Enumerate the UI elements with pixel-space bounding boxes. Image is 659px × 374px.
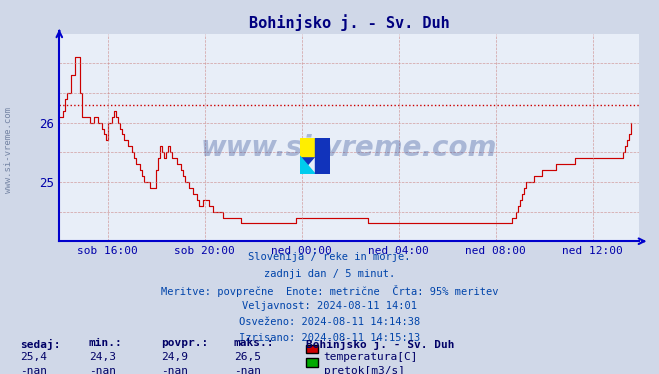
Polygon shape <box>300 156 315 174</box>
Text: 24,9: 24,9 <box>161 352 188 362</box>
Text: 25,4: 25,4 <box>20 352 47 362</box>
Text: Slovenija / reke in morje.: Slovenija / reke in morje. <box>248 252 411 263</box>
Text: -nan: -nan <box>20 366 47 374</box>
Text: Izrisano: 2024-08-11 14:15:13: Izrisano: 2024-08-11 14:15:13 <box>239 333 420 343</box>
Text: 24,3: 24,3 <box>89 352 116 362</box>
Bar <box>315 138 330 174</box>
Text: maks.:: maks.: <box>234 338 274 349</box>
Bar <box>300 138 315 156</box>
Text: 26,5: 26,5 <box>234 352 261 362</box>
Text: pretok[m3/s]: pretok[m3/s] <box>324 366 405 374</box>
Text: zadnji dan / 5 minut.: zadnji dan / 5 minut. <box>264 269 395 279</box>
Text: Meritve: povprečne  Enote: metrične  Črta: 95% meritev: Meritve: povprečne Enote: metrične Črta:… <box>161 285 498 297</box>
Text: -nan: -nan <box>161 366 188 374</box>
Text: -nan: -nan <box>234 366 261 374</box>
Text: sedaj:: sedaj: <box>20 338 60 349</box>
Text: www.si-vreme.com: www.si-vreme.com <box>4 107 13 193</box>
Text: Veljavnost: 2024-08-11 14:01: Veljavnost: 2024-08-11 14:01 <box>242 301 417 311</box>
Text: temperatura[C]: temperatura[C] <box>324 352 418 362</box>
Text: -nan: -nan <box>89 366 116 374</box>
Text: Osveženo: 2024-08-11 14:14:38: Osveženo: 2024-08-11 14:14:38 <box>239 317 420 327</box>
Polygon shape <box>300 156 315 174</box>
Text: min.:: min.: <box>89 338 123 349</box>
Text: povpr.:: povpr.: <box>161 338 209 349</box>
Text: www.si-vreme.com: www.si-vreme.com <box>201 134 498 162</box>
Text: Bohinjsko j. - Sv. Duh: Bohinjsko j. - Sv. Duh <box>306 338 455 349</box>
Title: Bohinjsko j. - Sv. Duh: Bohinjsko j. - Sv. Duh <box>249 14 449 31</box>
